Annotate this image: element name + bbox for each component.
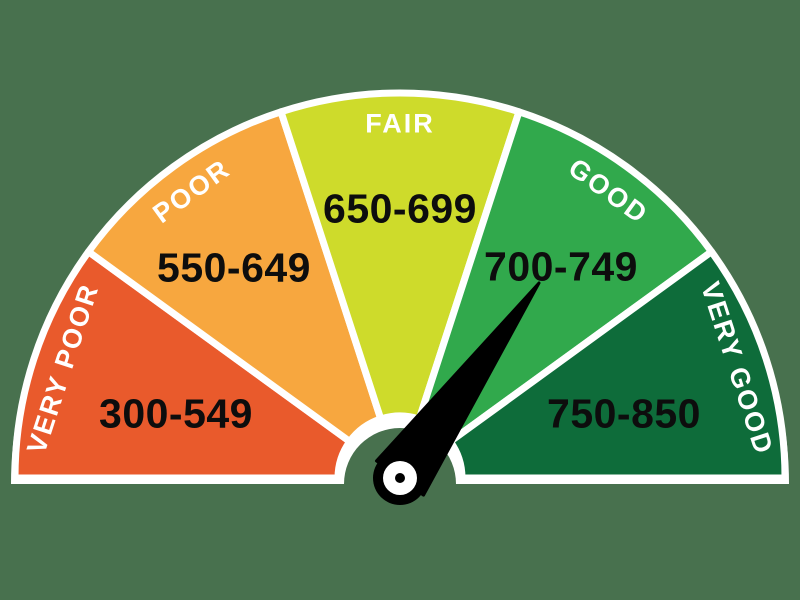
- needle-hub-dot: [395, 473, 405, 483]
- segment-fair-label: FAIR: [365, 108, 435, 138]
- needle: [373, 281, 541, 505]
- segment-very-poor: [11, 248, 354, 482]
- segment-very-good-range: 750-850: [547, 390, 701, 436]
- segment-fair-range: 650-699: [323, 185, 477, 231]
- segment-good-range: 700-749: [484, 243, 638, 289]
- segment-fair: [277, 89, 523, 423]
- segment-very-poor-range: 300-549: [99, 390, 253, 436]
- segment-very-good: [446, 248, 789, 482]
- segment-poor-range: 550-649: [157, 244, 311, 290]
